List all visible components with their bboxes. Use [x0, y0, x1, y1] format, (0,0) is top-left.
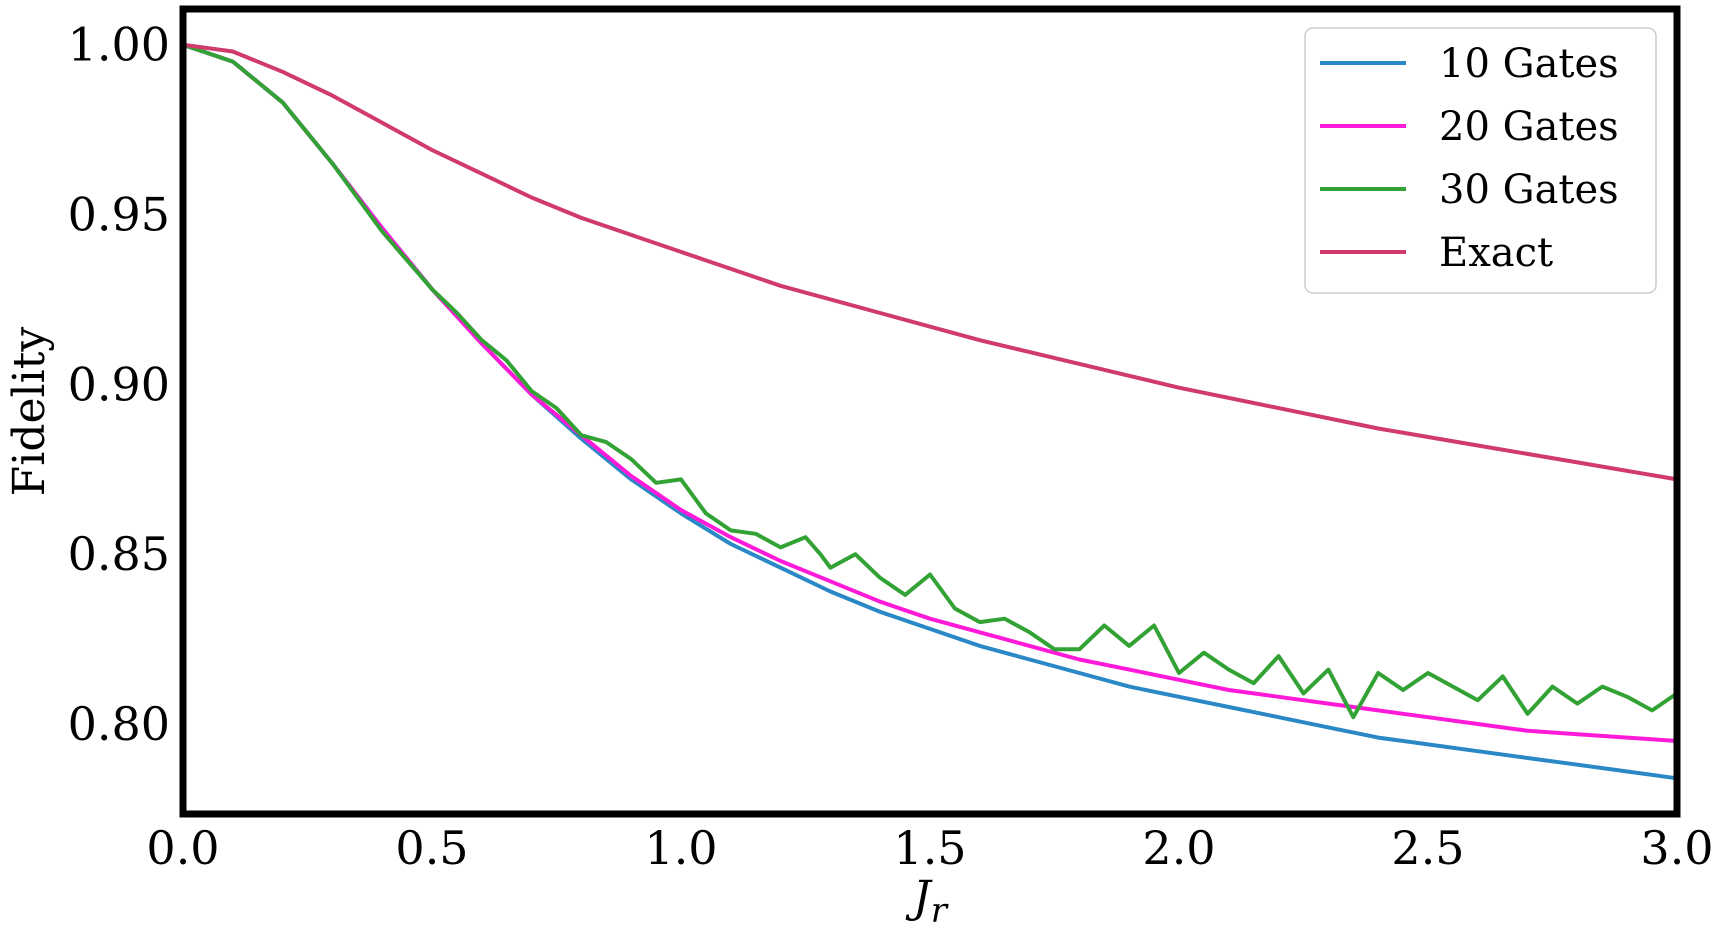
- x-tick-label: 2.0: [1142, 821, 1215, 875]
- legend-item-exact: Exact: [1320, 230, 1553, 276]
- x-axis-label: Jr: [905, 872, 949, 925]
- x-tick-label: 3.0: [1640, 821, 1713, 875]
- legend-label: 30 Gates: [1439, 167, 1619, 213]
- y-tick-label: 0.80: [68, 697, 170, 751]
- legend-label: Exact: [1439, 230, 1553, 276]
- y-tick-label: 0.85: [68, 527, 170, 581]
- legend: 10 Gates 20 Gates 30 Gates Exact: [1304, 27, 1657, 294]
- legend-item-10-gates: 10 Gates: [1320, 41, 1619, 87]
- legend-item-30-gates: 30 Gates: [1320, 167, 1619, 213]
- series-layer: [181, 42, 1679, 781]
- series-line-exact: [181, 42, 1679, 482]
- y-tick-label: 1.00: [68, 18, 170, 72]
- x-tick-label: 1.0: [644, 821, 717, 875]
- legend-label: 20 Gates: [1439, 104, 1619, 150]
- y-tick-label: 0.90: [68, 357, 170, 411]
- legend-label: 10 Gates: [1439, 41, 1619, 87]
- x-tick-label: 2.5: [1391, 821, 1464, 875]
- x-tick-label: 1.5: [893, 821, 966, 875]
- series-line-30-gates: [181, 42, 1679, 720]
- legend-item-20-gates: 20 Gates: [1320, 104, 1619, 150]
- x-axis-label-subscript: r: [931, 891, 949, 925]
- x-axis-label-main: J: [905, 872, 933, 923]
- y-axis-label: Fidelity: [4, 327, 55, 497]
- x-tick-label: 0.5: [395, 821, 468, 875]
- plot-frame: [179, 5, 1681, 818]
- x-tick-labels: 0.0 0.5 1.0 1.5 2.0 2.5 3.0: [146, 821, 1713, 875]
- legend-box: [1304, 27, 1657, 294]
- legend-entries: 10 Gates 20 Gates 30 Gates Exact: [1320, 41, 1619, 276]
- y-tick-label: 0.95: [68, 187, 170, 241]
- y-tick-labels: 0.80 0.85 0.90 0.95 1.00: [68, 18, 170, 751]
- x-tick-label: 0.0: [146, 821, 219, 875]
